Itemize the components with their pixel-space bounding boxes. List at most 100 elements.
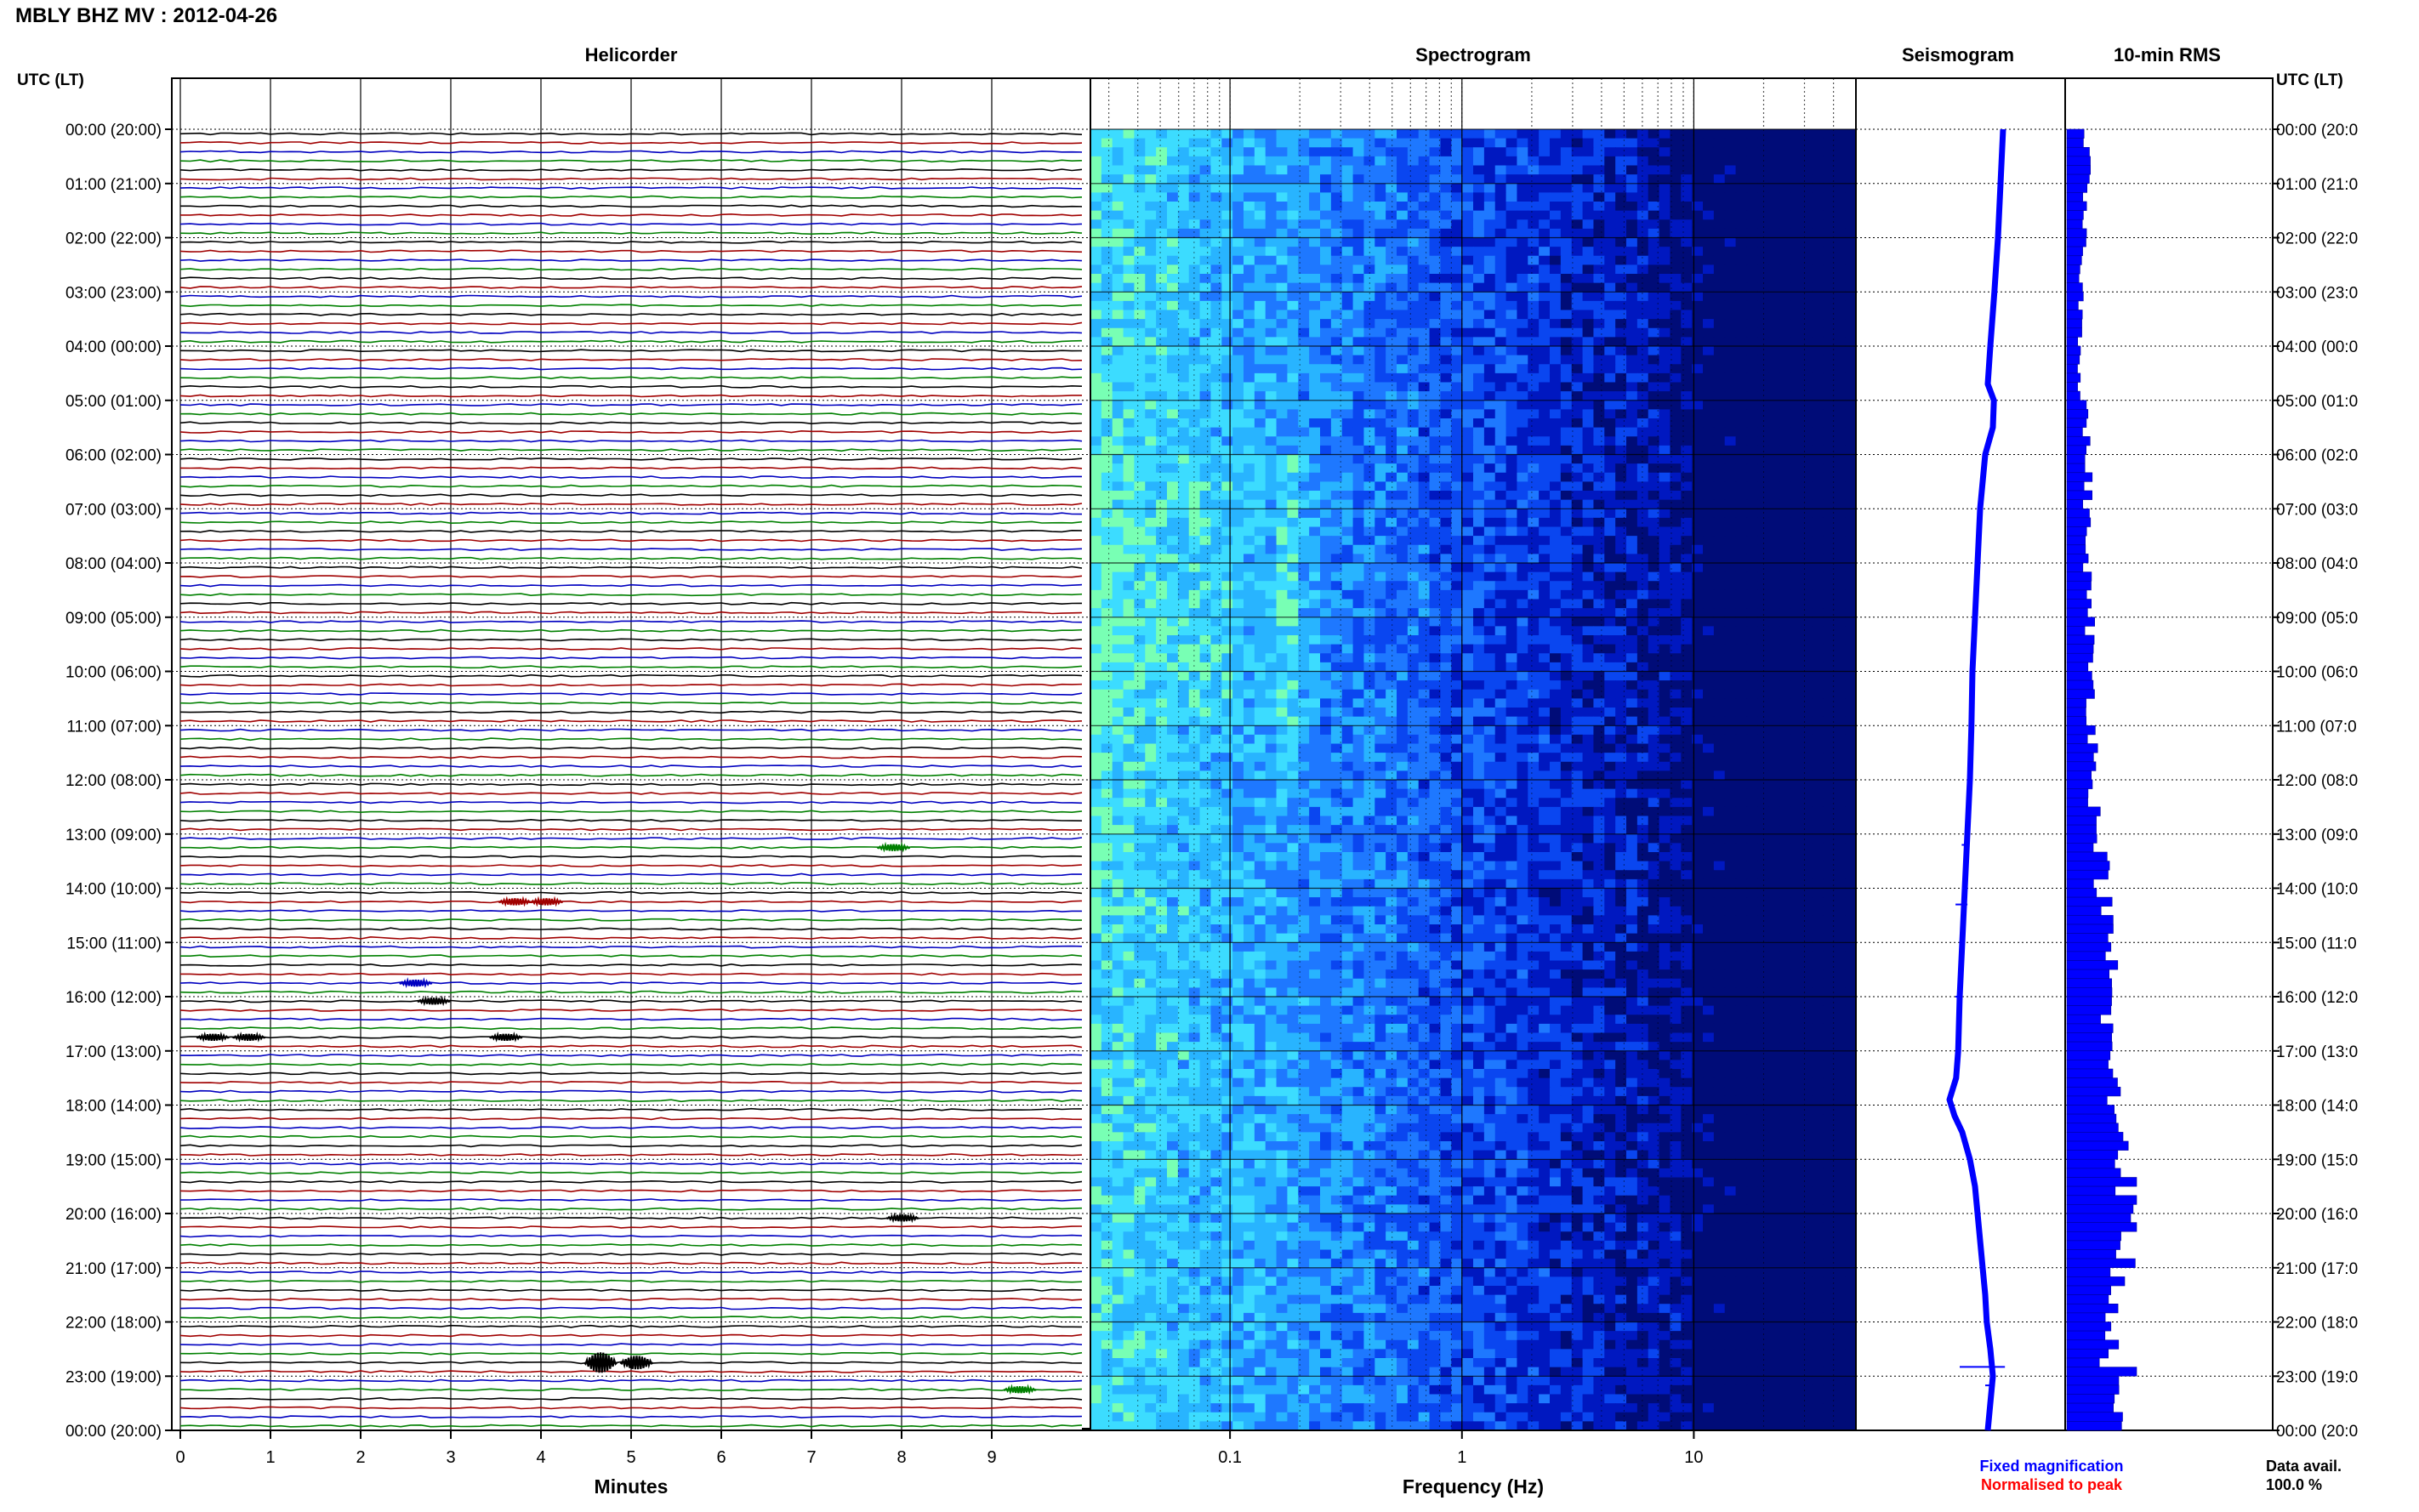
spectrogram-cell: [1407, 680, 1420, 691]
spectrogram-cell: [1112, 725, 1124, 736]
spectrogram-cell: [1145, 689, 1157, 699]
spectrogram-cell: [1145, 174, 1157, 185]
spectrogram-cell: [1483, 536, 1496, 546]
spectrogram-cell: [1156, 202, 1168, 212]
spectrogram-cell: [1845, 689, 1857, 699]
spectrogram-cell: [1123, 544, 1136, 554]
spectrogram-cell: [1221, 310, 1233, 320]
spectrogram-cell: [1407, 129, 1420, 139]
spectrogram-cell: [1320, 680, 1332, 691]
spectrogram-cell: [1692, 581, 1704, 591]
spectrogram-cell: [1101, 274, 1113, 284]
spectrogram-cell: [1593, 183, 1605, 193]
spectrogram-cell: [1626, 391, 1638, 401]
spectrogram-cell: [1298, 156, 1310, 167]
spectrogram-cell: [1287, 445, 1299, 456]
spectrogram-cell: [1145, 382, 1157, 392]
spectrogram-cell: [1320, 174, 1332, 185]
spectrogram-cell: [1341, 165, 1354, 175]
spectrogram-cell: [1571, 716, 1584, 726]
spectrogram-cell: [1386, 264, 1397, 275]
spectrogram-cell: [1626, 147, 1638, 157]
spectrogram-cell: [1494, 491, 1507, 501]
spectrogram-cell: [1287, 264, 1299, 275]
spectrogram-cell: [1483, 192, 1496, 202]
spectrogram-cell: [1145, 680, 1157, 691]
spectrogram-cell: [1244, 635, 1255, 645]
spectrogram-cell: [1517, 653, 1528, 663]
spectrogram-cell: [1418, 346, 1431, 356]
spectrogram-cell: [1232, 753, 1244, 763]
spectrogram-cell: [1418, 571, 1431, 582]
spectrogram-cell: [1505, 129, 1518, 139]
spectrogram-cell: [1703, 608, 1715, 618]
spectrogram-cell: [1659, 427, 1671, 437]
spectrogram-cell: [1287, 770, 1299, 781]
spectrogram-cell: [1232, 219, 1244, 230]
spectrogram-cell: [1199, 499, 1212, 509]
spectrogram-cell: [1145, 725, 1157, 736]
spectrogram-cell: [1451, 418, 1463, 429]
spectrogram-cell: [1341, 761, 1354, 771]
spectrogram-cell: [1386, 355, 1397, 365]
spectrogram-cell: [1648, 319, 1660, 329]
spectrogram-cell: [1320, 138, 1332, 148]
spectrogram-cell: [1823, 192, 1835, 202]
spectrogram-cell: [1090, 228, 1102, 239]
spectrogram-cell: [1330, 743, 1343, 753]
spectrogram-cell: [1626, 210, 1638, 220]
spectrogram-cell: [1156, 364, 1168, 374]
spectrogram-cell: [1386, 617, 1397, 627]
spectrogram-cell: [1626, 364, 1638, 374]
spectrogram-cell: [1659, 653, 1671, 663]
spectrogram-cell: [1188, 635, 1201, 645]
spectrogram-cell: [1429, 526, 1442, 537]
spectrogram-cell: [1681, 491, 1693, 501]
spectrogram-cell: [1571, 382, 1584, 392]
spectrogram-cell: [1145, 156, 1157, 167]
spectrogram-cell: [1636, 147, 1649, 157]
spectrogram-cell: [1473, 589, 1485, 600]
spectrogram-cell: [1746, 445, 1758, 456]
spectrogram-cell: [1648, 491, 1660, 501]
spectrogram-cell: [1145, 165, 1157, 175]
spectrogram-cell: [1199, 544, 1212, 554]
spectrogram-cell: [1134, 563, 1146, 573]
spectrogram-cell: [1156, 282, 1168, 293]
spectrogram-cell: [1539, 509, 1551, 519]
spectrogram-cell: [1287, 644, 1299, 654]
spectrogram-cell: [1276, 680, 1289, 691]
spectrogram-cell: [1210, 346, 1222, 356]
spectrogram-cell: [1352, 626, 1365, 636]
spectrogram-cell: [1188, 174, 1201, 185]
spectrogram-cell: [1681, 310, 1693, 320]
spectrogram-cell: [1440, 509, 1452, 519]
spectrogram-cell: [1560, 346, 1573, 356]
spectrogram-cell: [1571, 400, 1584, 410]
spectrogram-cell: [1418, 708, 1431, 718]
spectrogram-cell: [1210, 355, 1222, 365]
spectrogram-cell: [1615, 346, 1627, 356]
spectrogram-cell: [1746, 400, 1758, 410]
spectrogram-cell: [1254, 544, 1266, 554]
spectrogram-cell: [1593, 491, 1605, 501]
spectrogram-cell: [1823, 255, 1835, 265]
spectrogram-cell: [1123, 156, 1136, 167]
spectrogram-cell: [1604, 436, 1616, 446]
spectrogram-cell: [1703, 210, 1715, 220]
spectrogram-cell: [1265, 202, 1278, 212]
spectrogram-cell: [1101, 689, 1113, 699]
spectrogram-cell: [1582, 409, 1595, 419]
spectrogram-cell: [1582, 346, 1595, 356]
spectrogram-cell: [1210, 138, 1222, 148]
spectrogram-cell: [1440, 255, 1452, 265]
spectrogram-cell: [1517, 662, 1528, 673]
spectrogram-cell: [1254, 292, 1266, 302]
spectrogram-cell: [1352, 734, 1365, 745]
spectrogram-cell: [1571, 255, 1584, 265]
spectrogram-cell: [1746, 427, 1758, 437]
spectrogram-cell: [1681, 517, 1693, 528]
spectrogram-cell: [1341, 680, 1354, 691]
spectrogram-cell: [1363, 292, 1375, 302]
spectrogram-cell: [1648, 526, 1660, 537]
